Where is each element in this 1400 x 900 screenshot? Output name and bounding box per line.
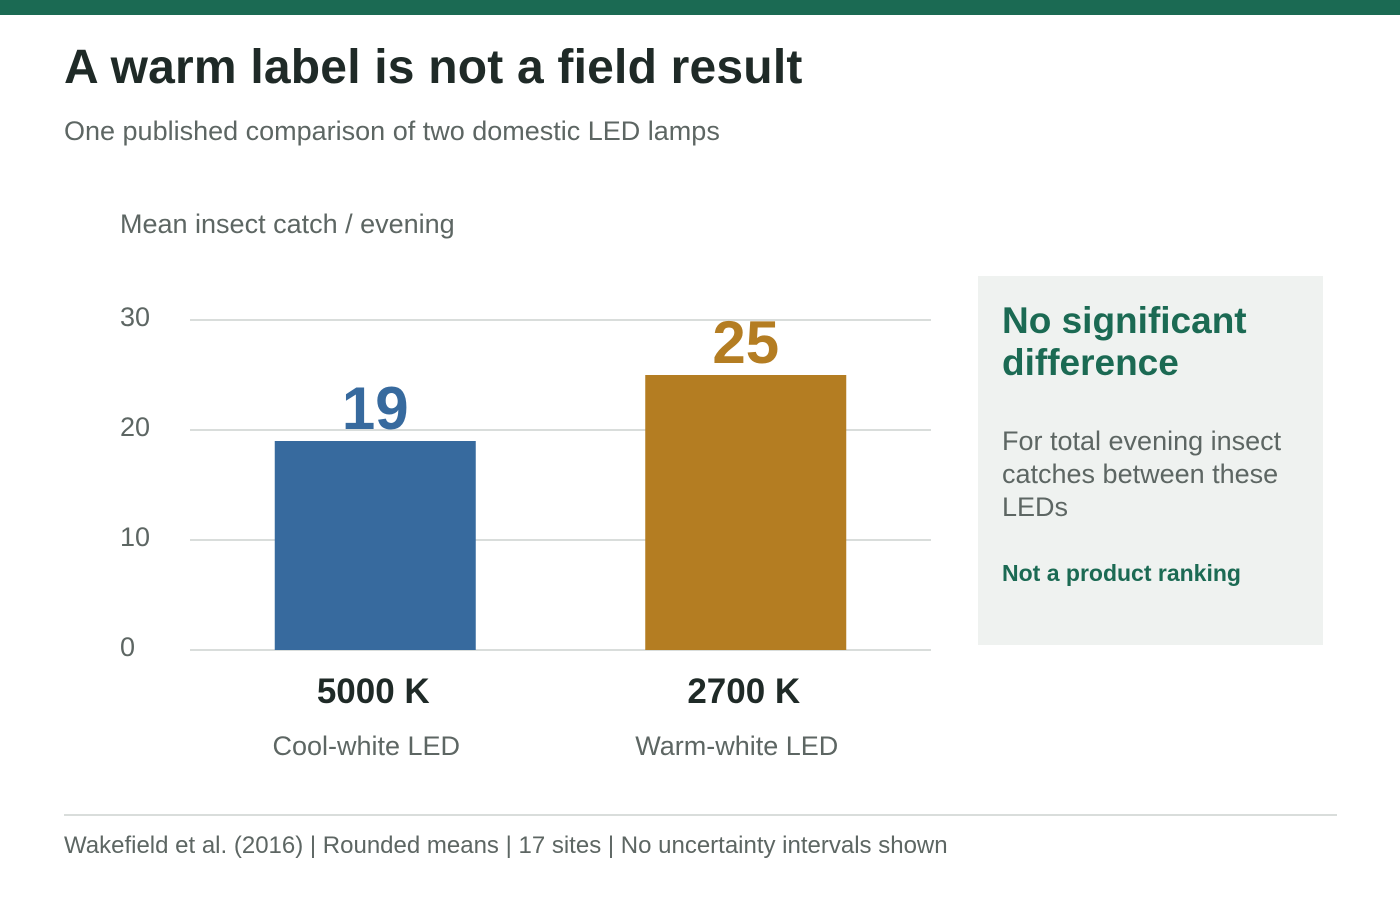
x-category-label-2: 2700 K	[687, 672, 800, 711]
note-panel: No significant difference For total even…	[978, 276, 1323, 645]
y-tick-label-0: 0	[120, 632, 135, 662]
data-label-2: 25	[712, 309, 779, 376]
x-category-label-1: 5000 K	[317, 672, 430, 711]
note-emphasis: Not a product ranking	[1002, 560, 1241, 586]
note-body: For total evening insect catches between…	[1002, 426, 1282, 522]
bars	[274, 375, 847, 650]
y-tick-label-20: 20	[120, 412, 150, 442]
y-tick-label-10: 10	[120, 522, 150, 552]
y-tick-label-30: 30	[120, 302, 150, 332]
y-axis-ticks: 0 10 20 30	[120, 302, 150, 662]
x-category-sublabel-2: Warm-white LED	[635, 731, 838, 761]
x-category-sublabel-1: Cool-white LED	[272, 731, 460, 761]
data-label-1: 19	[342, 375, 409, 442]
page-subtitle: One published comparison of two domestic…	[64, 116, 720, 146]
x-axis-categories: 5000 K Cool-white LED 2700 K Warm-white LED	[272, 672, 838, 761]
y-axis-title: Mean insect catch / evening	[120, 209, 455, 239]
note-heading: No significant difference	[1002, 300, 1247, 383]
bar-2	[645, 375, 847, 650]
source-footer: Wakefield et al. (2016) | Rounded means …	[64, 832, 948, 859]
page-title: A warm label is not a field result	[64, 41, 803, 94]
footer-divider	[64, 814, 1337, 816]
bar-1	[274, 441, 476, 650]
top-accent-band	[0, 0, 1400, 15]
